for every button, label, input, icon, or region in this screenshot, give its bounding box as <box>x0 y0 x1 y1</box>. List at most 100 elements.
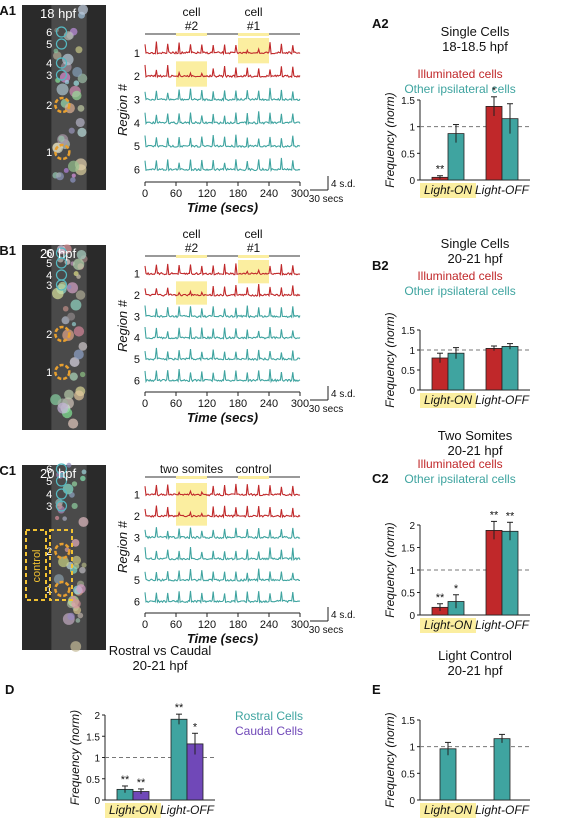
row-label-4: 4 <box>134 333 140 345</box>
chart-subtitle: 20-21 hpf <box>448 443 503 458</box>
region-number-3: 3 <box>46 70 52 82</box>
cell-blob <box>71 481 78 487</box>
panel-label: B1 <box>0 243 16 258</box>
roi-illuminated-ring <box>54 363 71 381</box>
trace-region-1 <box>144 263 301 276</box>
category-label: Light-ON <box>424 618 472 632</box>
cell-blob <box>73 326 85 337</box>
x-tick-label: 240 <box>260 398 278 410</box>
x-tick-label: 120 <box>198 619 216 631</box>
highlight-label: control <box>235 462 271 476</box>
trace-region-5 <box>144 347 301 362</box>
x-axis-label: Time (secs) <box>187 410 258 425</box>
row-label-3: 3 <box>134 311 140 323</box>
trace-region-6 <box>144 590 301 605</box>
trace-region-4 <box>144 111 301 126</box>
bar <box>439 748 457 801</box>
legend-entry: Caudal Cells <box>235 724 303 738</box>
row-label-4: 4 <box>134 554 140 566</box>
category-label: Light-ON <box>424 183 472 197</box>
y-axis-label: Region # <box>115 299 130 352</box>
region-number-5: 5 <box>46 258 52 270</box>
y-tick-label: 1.5 <box>401 544 415 555</box>
top-highlight-marker <box>238 476 269 479</box>
region-number-3: 3 <box>46 280 52 292</box>
scale-time-label: 30 secs <box>309 625 343 636</box>
cell-blob <box>71 173 76 178</box>
cell-blob <box>81 562 87 568</box>
chart-subtitle: 20-21 hpf <box>448 663 503 678</box>
region-number-2: 2 <box>46 100 52 112</box>
bar-chart-d <box>102 713 215 818</box>
trace-region-5 <box>144 568 300 583</box>
scale-time-label: 30 secs <box>309 404 343 415</box>
x-tick-label: 240 <box>260 188 278 200</box>
significance-mark: * <box>492 85 497 97</box>
cell-blob <box>69 357 80 367</box>
roi-illuminated-ring <box>54 325 71 343</box>
legend-entry: Illuminated cells <box>417 457 502 471</box>
top-highlight-marker <box>238 33 269 36</box>
category-label: Light-OFF <box>475 393 530 407</box>
panel-label: E <box>372 682 381 697</box>
y-axis-label: Frequency (norm) <box>383 522 397 617</box>
panel-label: C2 <box>372 471 389 486</box>
light-on-highlight <box>420 393 476 408</box>
bar <box>485 106 503 181</box>
trace-panel-b <box>144 255 329 401</box>
row-label-5: 5 <box>134 575 140 587</box>
bar-chart-e <box>417 719 530 818</box>
row-label-1: 1 <box>134 48 140 60</box>
trace-region-2 <box>144 505 301 519</box>
chart-title: Single Cells <box>441 24 510 39</box>
x-tick-label: 180 <box>229 188 247 200</box>
bar <box>501 345 519 391</box>
highlight-label: #2 <box>185 19 199 33</box>
cell-blob <box>81 469 87 475</box>
cell-blob <box>52 287 64 300</box>
top-highlight-marker <box>176 255 207 258</box>
region-number-1: 1 <box>46 584 52 596</box>
bar <box>493 738 511 801</box>
legend-entry: Rostral Cells <box>235 709 303 723</box>
y-axis-label: Frequency (norm) <box>383 92 397 187</box>
scale-time-label: 30 secs <box>309 194 343 205</box>
trace-region-6 <box>144 369 301 384</box>
cell-blob <box>76 249 87 260</box>
y-tick-label: 2 <box>94 711 100 722</box>
bar <box>485 530 503 616</box>
scale-sd-label: 4 s.d. <box>331 389 355 400</box>
y-tick-label: 1.5 <box>401 716 415 727</box>
row-label-1: 1 <box>134 269 140 281</box>
cell-blob <box>64 79 70 85</box>
x-tick-label: 300 <box>291 398 309 410</box>
highlight-region <box>238 260 269 284</box>
y-tick-label: 2 <box>409 521 415 532</box>
cell-blob <box>79 371 86 378</box>
cell-blob <box>67 160 80 173</box>
cell-blob <box>72 67 83 78</box>
y-tick-label: 1 <box>409 346 415 357</box>
highlight-label-top: cell <box>182 227 200 241</box>
row-label-6: 6 <box>134 596 140 608</box>
light-on-highlight <box>420 803 476 818</box>
y-tick-label: 0.5 <box>401 149 415 160</box>
cell-blob <box>75 290 86 300</box>
roi-other-outline <box>55 475 68 487</box>
cell-blob <box>64 389 74 400</box>
highlight-label-top: cell <box>244 5 262 19</box>
row-label-6: 6 <box>134 165 140 177</box>
cell-blob <box>70 177 76 183</box>
cell-blob <box>58 556 69 568</box>
cell-blob <box>53 48 59 54</box>
y-tick-label: 0.5 <box>401 769 415 780</box>
light-on-highlight <box>420 618 476 633</box>
cell-blob <box>73 349 84 360</box>
cell-blob <box>54 515 60 521</box>
highlight-label-top: cell <box>182 5 200 19</box>
roi-illuminated-ring <box>54 143 71 161</box>
cell-blob <box>70 299 82 311</box>
cell-blob <box>55 172 64 181</box>
x-tick-label: 0 <box>142 398 148 410</box>
region-number-1: 1 <box>46 367 52 379</box>
